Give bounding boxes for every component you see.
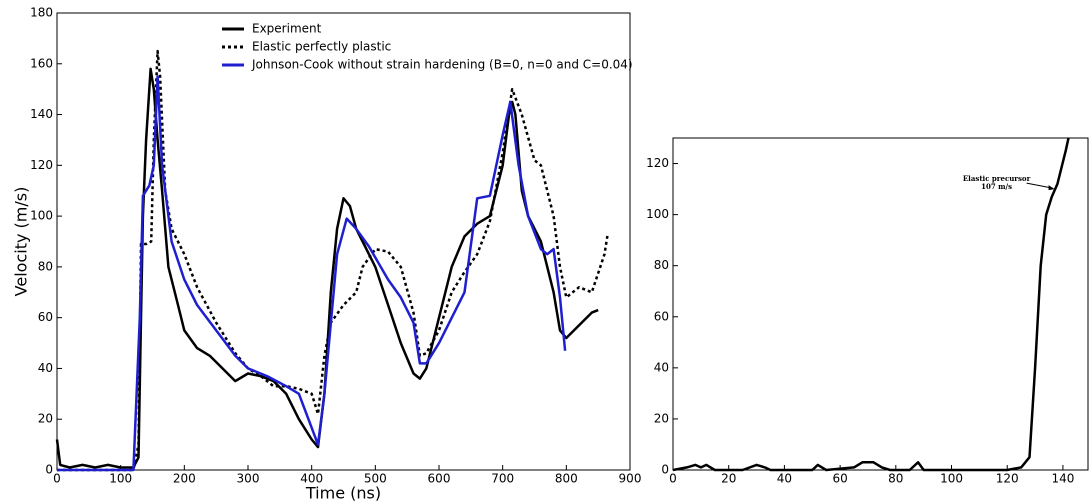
x-tick-label: 20 bbox=[721, 472, 736, 486]
y-axis-label: Velocity (m/s) bbox=[12, 187, 31, 297]
y-tick-label: 160 bbox=[30, 56, 53, 70]
annotation-text: Elastic precursor bbox=[963, 174, 1031, 183]
data-line bbox=[672, 137, 1070, 472]
data-line bbox=[57, 49, 609, 472]
legend-label: Johnson-Cook without strain hardening (B… bbox=[251, 58, 633, 72]
y-tick-label: 120 bbox=[646, 156, 669, 170]
x-tick-label: 120 bbox=[996, 472, 1019, 486]
legend-label: Experiment bbox=[252, 22, 322, 36]
y-tick-label: 60 bbox=[654, 309, 669, 323]
annotation-arrow bbox=[1026, 182, 1053, 189]
y-tick-label: 180 bbox=[30, 6, 53, 20]
x-tick-label: 700 bbox=[491, 472, 514, 486]
x-tick-label: 600 bbox=[428, 472, 451, 486]
data-line bbox=[57, 75, 567, 472]
x-tick-label: 500 bbox=[364, 472, 387, 486]
y-tick-label: 60 bbox=[38, 310, 53, 324]
x-tick-label: 40 bbox=[777, 472, 792, 486]
x-tick-label: 300 bbox=[237, 472, 260, 486]
y-tick-label: 100 bbox=[646, 207, 669, 221]
annotation-text: 107 m/s bbox=[981, 182, 1012, 191]
x-tick-label: 400 bbox=[300, 472, 323, 486]
y-tick-label: 20 bbox=[654, 411, 669, 425]
y-tick-label: 20 bbox=[38, 412, 53, 426]
y-tick-label: 0 bbox=[45, 463, 53, 477]
x-tick-label: 140 bbox=[1051, 472, 1074, 486]
y-tick-label: 40 bbox=[38, 361, 53, 375]
y-tick-label: 120 bbox=[30, 158, 53, 172]
plot-frame bbox=[672, 137, 1089, 471]
x-tick-label: 0 bbox=[669, 472, 677, 486]
x-tick-label: 900 bbox=[619, 472, 642, 486]
x-tick-label: 0 bbox=[53, 472, 61, 486]
legend-label: Elastic perfectly plastic bbox=[252, 40, 391, 54]
y-tick-label: 40 bbox=[654, 360, 669, 374]
plot-frame bbox=[56, 12, 631, 471]
x-tick-label: 100 bbox=[940, 472, 963, 486]
x-tick-label: 200 bbox=[173, 472, 196, 486]
y-tick-label: 100 bbox=[30, 209, 53, 223]
x-tick-label: 800 bbox=[555, 472, 578, 486]
x-tick-label: 60 bbox=[832, 472, 847, 486]
x-axis-label: Time (ns) bbox=[305, 484, 381, 503]
y-tick-label: 0 bbox=[661, 463, 669, 477]
y-tick-label: 140 bbox=[30, 107, 53, 121]
y-tick-label: 80 bbox=[654, 258, 669, 272]
annotation-arrowhead bbox=[1048, 185, 1055, 191]
x-tick-label: 80 bbox=[888, 472, 903, 486]
x-tick-label: 100 bbox=[109, 472, 132, 486]
y-tick-label: 80 bbox=[38, 259, 53, 273]
